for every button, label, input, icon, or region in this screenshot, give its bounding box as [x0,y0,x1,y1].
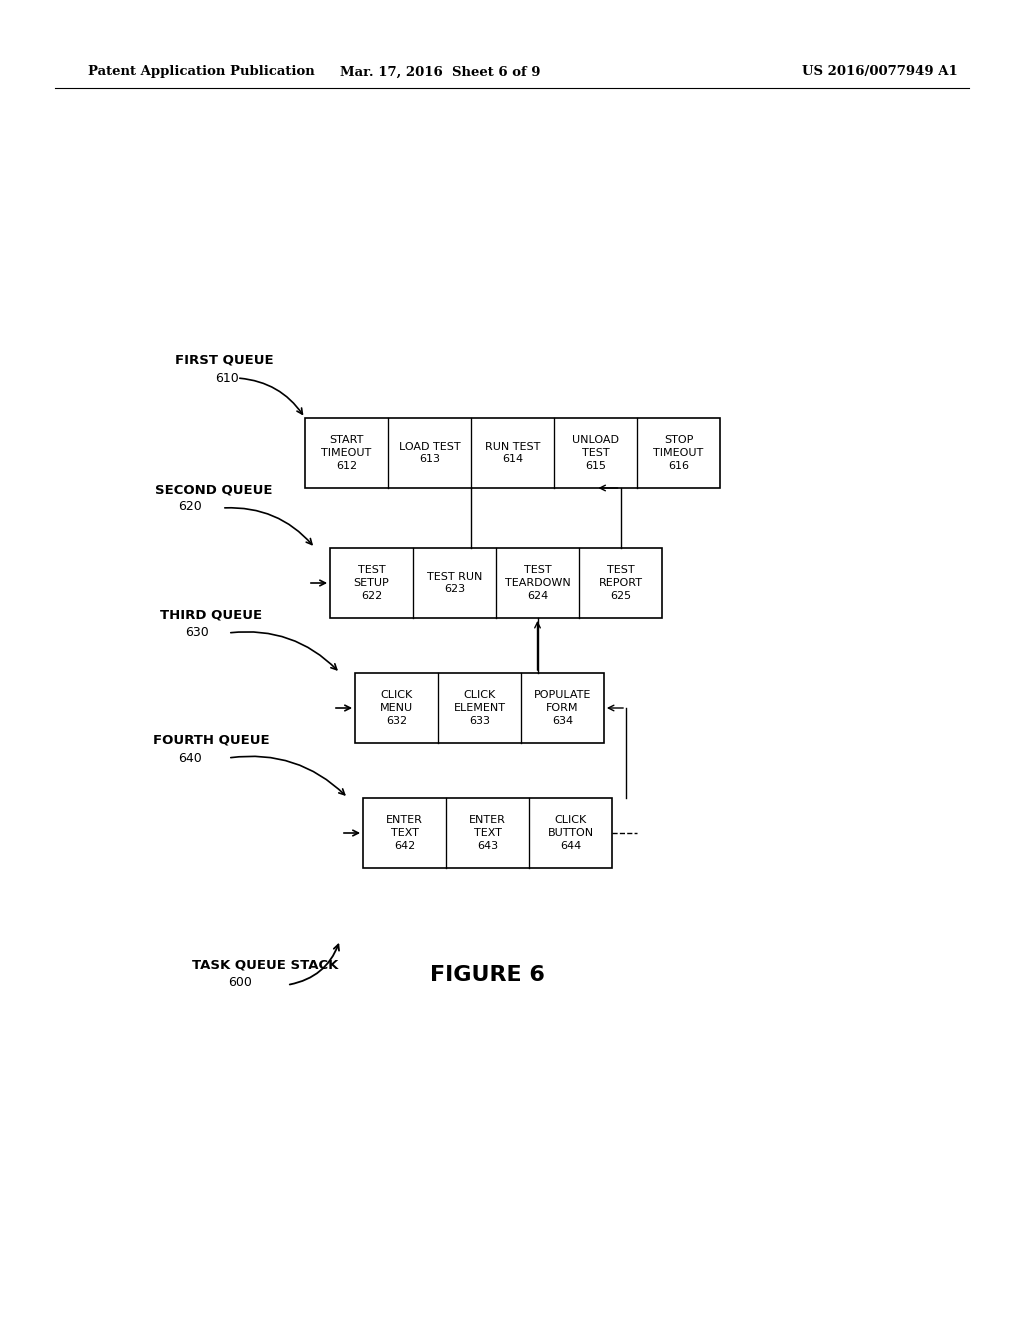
Text: 630: 630 [185,627,209,639]
Text: Mar. 17, 2016  Sheet 6 of 9: Mar. 17, 2016 Sheet 6 of 9 [340,66,541,78]
Text: 610: 610 [215,371,239,384]
Text: FIGURE 6: FIGURE 6 [430,965,545,985]
Text: FIRST QUEUE: FIRST QUEUE [175,354,273,367]
Text: UNLOAD
TEST
615: UNLOAD TEST 615 [572,436,618,471]
Text: TEST RUN
623: TEST RUN 623 [427,572,482,594]
Text: CLICK
BUTTON
644: CLICK BUTTON 644 [548,816,594,851]
Text: Patent Application Publication: Patent Application Publication [88,66,314,78]
Text: POPULATE
FORM
634: POPULATE FORM 634 [534,690,591,726]
Bar [305,418,720,488]
Bar [330,548,662,618]
Text: ENTER
TEXT
642: ENTER TEXT 642 [386,816,423,851]
Bar [362,799,612,869]
Text: 640: 640 [178,751,202,764]
Text: RUN TEST
614: RUN TEST 614 [484,442,541,465]
Text: STOP
TIMEOUT
616: STOP TIMEOUT 616 [653,436,703,471]
Text: TEST
REPORT
625: TEST REPORT 625 [598,565,642,601]
Text: LOAD TEST
613: LOAD TEST 613 [398,442,461,465]
Text: TASK QUEUE STACK: TASK QUEUE STACK [193,958,338,972]
Text: US 2016/0077949 A1: US 2016/0077949 A1 [802,66,957,78]
Text: TEST
TEARDOWN
624: TEST TEARDOWN 624 [505,565,570,601]
Bar [355,673,604,743]
Text: CLICK
ELEMENT
633: CLICK ELEMENT 633 [454,690,506,726]
Text: START
TIMEOUT
612: START TIMEOUT 612 [322,436,372,471]
Text: CLICK
MENU
632: CLICK MENU 632 [380,690,413,726]
Text: TEST
SETUP
622: TEST SETUP 622 [353,565,389,601]
Text: 620: 620 [178,500,202,513]
Text: SECOND QUEUE: SECOND QUEUE [155,483,272,496]
Text: 600: 600 [228,977,252,990]
Text: ENTER
TEXT
643: ENTER TEXT 643 [469,816,506,851]
Text: THIRD QUEUE: THIRD QUEUE [160,609,262,622]
Text: FOURTH QUEUE: FOURTH QUEUE [153,734,269,747]
